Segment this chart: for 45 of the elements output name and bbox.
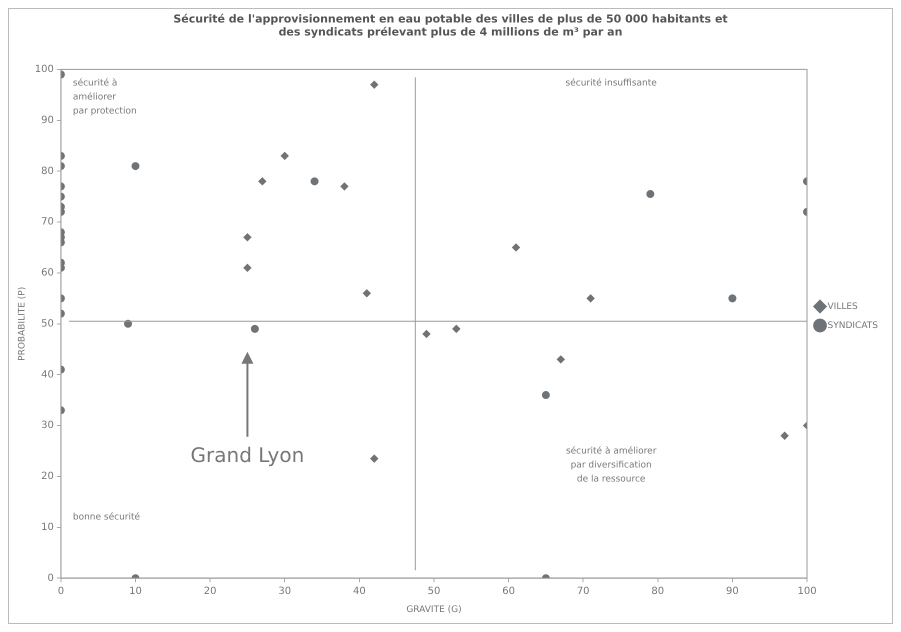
x-tick-label: 80 — [651, 586, 664, 597]
point — [362, 289, 371, 298]
point — [243, 233, 252, 242]
y-tick-label: 40 — [41, 369, 54, 380]
x-tick-label: 60 — [502, 586, 515, 597]
point — [512, 243, 520, 252]
y-tick-label: 60 — [41, 268, 54, 279]
point — [586, 294, 595, 302]
x-tick-label: 0 — [58, 586, 64, 597]
legend-label: SYNDICATS — [828, 320, 878, 331]
y-axis-title: PROBABILITE (P) — [18, 286, 28, 361]
chart-title: Sécurité de l'approvisionnement en eau potable des villes de plus de 50 000 habitants et des syndicats prélevant plus de 4 millions de m³ par an — [173, 12, 728, 39]
y-tick-label: 10 — [41, 522, 54, 533]
y-tick-label: 90 — [41, 114, 54, 126]
point — [280, 152, 289, 160]
point — [370, 454, 378, 463]
y-tick-label: 50 — [41, 318, 54, 330]
x-tick-label: 10 — [129, 586, 142, 597]
point — [452, 324, 460, 333]
x-tick-label: 40 — [352, 586, 366, 597]
x-tick-label: 50 — [428, 586, 440, 597]
point — [556, 355, 565, 364]
x-tick-label: 100 — [797, 586, 817, 597]
x-tick-label: 90 — [726, 586, 739, 597]
point — [422, 330, 430, 338]
annotation: sécurité à améliorer par diversification de la ressource — [566, 445, 657, 484]
y-tick-label: 30 — [41, 420, 54, 432]
point — [258, 177, 266, 186]
x-axis-title: GRAVITE (G) — [406, 604, 462, 615]
x-tick-label: 30 — [278, 586, 292, 597]
point — [243, 264, 252, 272]
annotation: Grand Lyon — [190, 442, 304, 467]
y-tick-label: 20 — [41, 471, 54, 482]
y-tick-label: 80 — [41, 166, 54, 177]
y-tick-label: 0 — [48, 572, 54, 584]
point — [370, 80, 378, 89]
x-tick-label: 20 — [204, 586, 216, 597]
y-tick-label: 70 — [41, 216, 54, 228]
point — [340, 182, 348, 190]
legend-label: VILLES — [828, 302, 858, 312]
y-tick-label: 100 — [34, 64, 54, 75]
annotation: sécurité à améliorer par protection — [72, 78, 137, 117]
x-tick-label: 70 — [576, 586, 590, 597]
annotation: sécurité insuffisante — [566, 78, 658, 89]
annotation: bonne sécurité — [72, 511, 141, 522]
